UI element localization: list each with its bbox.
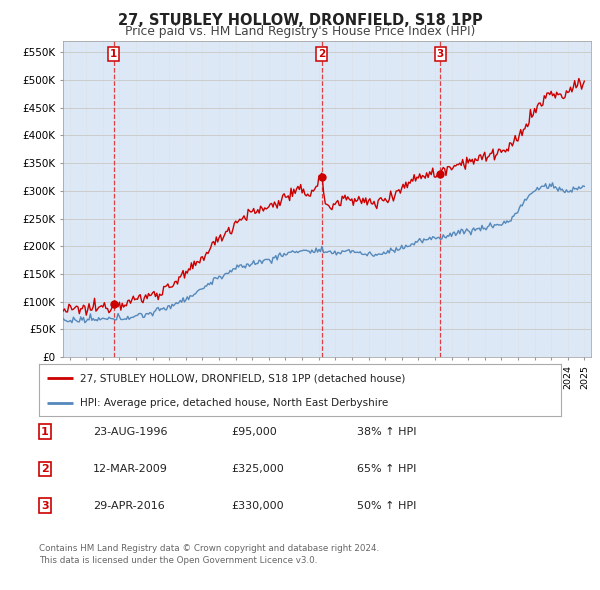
Text: 29-APR-2016: 29-APR-2016 [93,501,165,510]
Text: 65% ↑ HPI: 65% ↑ HPI [357,464,416,474]
Text: 27, STUBLEY HOLLOW, DRONFIELD, S18 1PP (detached house): 27, STUBLEY HOLLOW, DRONFIELD, S18 1PP (… [80,373,405,383]
Text: 3: 3 [41,501,49,510]
Text: 12-MAR-2009: 12-MAR-2009 [93,464,168,474]
Text: £330,000: £330,000 [231,501,284,510]
Text: 3: 3 [437,49,444,59]
Text: 38% ↑ HPI: 38% ↑ HPI [357,427,416,437]
Text: 50% ↑ HPI: 50% ↑ HPI [357,501,416,510]
Text: 1: 1 [110,49,117,59]
Text: 23-AUG-1996: 23-AUG-1996 [93,427,167,437]
Text: 2: 2 [41,464,49,474]
Text: Contains HM Land Registry data © Crown copyright and database right 2024.
This d: Contains HM Land Registry data © Crown c… [39,544,379,565]
Text: Price paid vs. HM Land Registry's House Price Index (HPI): Price paid vs. HM Land Registry's House … [125,25,475,38]
Text: HPI: Average price, detached house, North East Derbyshire: HPI: Average price, detached house, Nort… [80,398,388,408]
Text: £325,000: £325,000 [231,464,284,474]
Text: £95,000: £95,000 [231,427,277,437]
Text: 27, STUBLEY HOLLOW, DRONFIELD, S18 1PP: 27, STUBLEY HOLLOW, DRONFIELD, S18 1PP [118,13,482,28]
Text: 2: 2 [318,49,325,59]
Text: 1: 1 [41,427,49,437]
